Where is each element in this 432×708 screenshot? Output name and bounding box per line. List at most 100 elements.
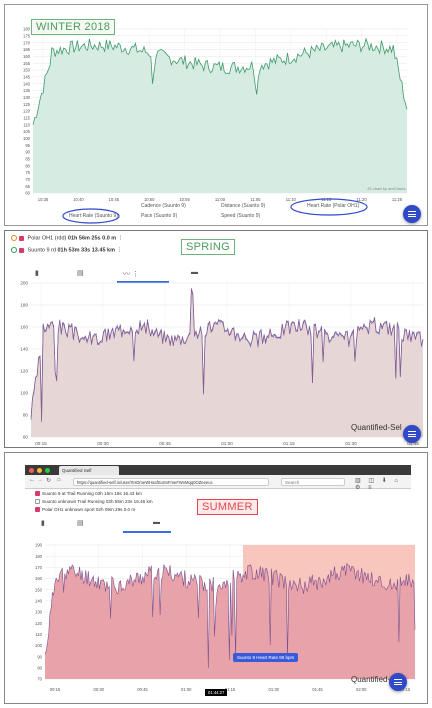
y-tick-label: 80 xyxy=(23,413,29,418)
y-tick-label: 110 xyxy=(23,122,30,127)
spring-y-axis: 200 180 160 140 120 100 80 60 xyxy=(20,281,28,440)
back-icon[interactable]: ← xyxy=(29,477,35,483)
checkbox-icon[interactable] xyxy=(19,235,24,241)
address-bar[interactable]: https://quantified-self.io/user/XHDmeWHs… xyxy=(73,478,269,486)
summer-sensor-1[interactable]: Suunto 9 at Trail Running 03h 15m 18s 16… xyxy=(33,491,142,497)
spring-watermark: Quantified-Sel xyxy=(351,423,402,432)
y-tick-label: 90 xyxy=(25,150,30,155)
reload-icon[interactable]: ↻ xyxy=(46,478,52,484)
y-tick-label: 150 xyxy=(23,68,31,73)
map-tab-icon[interactable]: ▮ xyxy=(35,270,39,277)
y-tick-label: 75 xyxy=(25,170,30,175)
winter-panel: 180 175 170 165 160 155 150 145 140 135 130 125 120 1… xyxy=(4,4,428,226)
checkbox-icon[interactable] xyxy=(35,491,40,497)
x-tick-label: 00:30 xyxy=(94,687,105,692)
spring-menu-button[interactable] xyxy=(403,425,421,443)
summer-chart: 190 180 170 160 150 140 130 120 110 100 90 80 70 00:… xyxy=(35,543,416,692)
y-tick-label: 180 xyxy=(20,303,28,308)
summer-heart-rate-area xyxy=(45,563,415,679)
y-tick-label: 70 xyxy=(25,177,30,182)
x-tick-label: 11:00 xyxy=(215,197,226,202)
summer-y-axis: 190 180 170 160 150 140 130 120 110 100 90 80 70 xyxy=(35,543,43,682)
checkbox-icon[interactable] xyxy=(19,247,24,253)
y-tick-label: 160 xyxy=(35,576,43,581)
x-tick-label: 01:00 xyxy=(221,441,233,446)
checkbox-icon[interactable] xyxy=(35,499,40,505)
search-input[interactable]: Search xyxy=(281,478,345,486)
summer-sensor-2[interactable]: Suunto unknown Trail Running 02h 55m 23s… xyxy=(33,499,153,505)
sensor-label: Suunto unknown Trail Running 02h 55m 23s… xyxy=(42,499,153,504)
y-tick-label: 170 xyxy=(35,565,43,570)
summer-season-label: SUMMER xyxy=(197,499,258,515)
forward-icon[interactable]: → xyxy=(37,477,43,483)
y-tick-label: 60 xyxy=(25,191,30,196)
checkbox-icon[interactable] xyxy=(35,507,40,513)
winter-legend-distance[interactable]: Distance (Suunto 9) xyxy=(221,203,266,209)
x-tick-label: 10:35 xyxy=(38,197,49,202)
sensor-value: 01h 53m 33s 13.45 km xyxy=(57,247,116,254)
more-icon[interactable]: ⋮ xyxy=(116,247,123,254)
x-tick-label: 10:50 xyxy=(144,197,155,202)
x-tick-label: 01:45 xyxy=(407,441,419,446)
x-tick-label: 00:15 xyxy=(50,687,61,692)
home-icon[interactable]: ⌂ xyxy=(57,477,61,483)
y-tick-label: 155 xyxy=(23,61,31,66)
y-tick-label: 120 xyxy=(23,109,31,114)
maximize-window-icon[interactable] xyxy=(45,468,50,473)
more-icon[interactable]: ⋮ xyxy=(117,235,124,242)
y-tick-label: 70 xyxy=(37,677,42,682)
spring-panel: Polar OH1 (rdd) 01h 56m 25s 0.0 m ⋮ Suun… xyxy=(4,230,428,448)
laps-tab-icon[interactable]: ▤ xyxy=(77,520,84,527)
y-tick-label: 65 xyxy=(25,184,30,189)
chart-tab-icon[interactable]: 〰 ⋮ xyxy=(123,271,139,278)
spring-sensor-polar[interactable]: Polar OH1 (rdd) 01h 56m 25s 0.0 m ⋮ xyxy=(11,235,123,241)
winter-legend-circle-1 xyxy=(62,208,120,224)
spring-sensor-suunto[interactable]: Suunto 9 rd 01h 53m 33s 13.45 km ⋮ xyxy=(11,247,122,253)
sensor-label: Polar OH1 unknown sport 02h 09m 29s 0.0 … xyxy=(42,507,136,512)
summer-sensor-3[interactable]: Polar OH1 unknown sport 02h 09m 29s 0.0 … xyxy=(33,507,136,513)
winter-legend-hr-suunto[interactable]: Heart Rate (Suunto 9) xyxy=(69,213,118,219)
x-tick-label: 01:15 xyxy=(225,687,236,692)
y-tick-label: 120 xyxy=(35,621,43,626)
summer-heart-rate-line xyxy=(44,562,416,669)
winter-legend-circle-2 xyxy=(290,198,368,216)
y-tick-label: 140 xyxy=(23,81,31,86)
minimize-window-icon[interactable] xyxy=(37,468,42,473)
y-tick-label: 115 xyxy=(23,115,30,120)
y-tick-label: 180 xyxy=(35,554,43,559)
stats-tab-icon[interactable]: ▬ xyxy=(153,519,160,526)
winter-legend-cadence[interactable]: Cadence (Suunto 9) xyxy=(141,203,186,209)
stats-tab-icon[interactable]: ▬ xyxy=(191,269,198,276)
y-tick-label: 190 xyxy=(35,543,43,548)
sensor-value: 01h 56m 25s 0.0 m xyxy=(67,235,117,242)
y-tick-label: 150 xyxy=(35,587,43,592)
y-tick-label: 180 xyxy=(23,27,31,32)
spring-polar-line xyxy=(30,288,424,422)
x-tick-label: 10:45 xyxy=(109,197,120,202)
ring-icon xyxy=(11,235,17,241)
x-tick-label: 00:30 xyxy=(97,441,109,446)
browser-tab[interactable]: Quantified Self xyxy=(59,466,119,475)
spring-x-axis: 00:15 00:30 00:45 01:00 01:15 01:30 01:45 xyxy=(35,441,419,446)
y-tick-label: 80 xyxy=(37,665,42,670)
list-icon xyxy=(408,211,416,217)
winter-legend-speed[interactable]: Speed (Suunto 9) xyxy=(221,213,261,219)
active-tab-indicator xyxy=(123,531,171,533)
winter-credit[interactable]: JS chart by amCharts xyxy=(367,186,406,191)
y-tick-label: 140 xyxy=(35,598,43,603)
spring-chart: 200 180 160 140 120 100 80 60 00:15 00:30 00:45 01… xyxy=(20,281,424,446)
summer-menu-button[interactable] xyxy=(389,673,407,691)
y-tick-label: 130 xyxy=(35,610,43,615)
map-tab-icon[interactable]: ▮ xyxy=(41,520,45,527)
laps-tab-icon[interactable]: ▤ xyxy=(77,270,84,277)
x-tick-label: 02:00 xyxy=(356,687,367,692)
x-tick-label: 01:45 xyxy=(312,687,323,692)
x-tick-label: 11:10 xyxy=(286,197,297,202)
close-window-icon[interactable] xyxy=(29,468,34,473)
winter-menu-button[interactable] xyxy=(403,205,421,223)
browser-toolbar-icons[interactable]: ▥ ◫ ⬇ ⌂ ⚙ ≡ xyxy=(355,478,401,491)
x-tick-label: 11:05 xyxy=(250,197,261,202)
winter-legend-pace[interactable]: Pace (Suunto 9) xyxy=(141,213,178,219)
winter-heart-rate-area xyxy=(33,38,407,193)
winter-legend-hr-polar[interactable]: Heart Rate (Polar OH1) xyxy=(307,203,360,209)
